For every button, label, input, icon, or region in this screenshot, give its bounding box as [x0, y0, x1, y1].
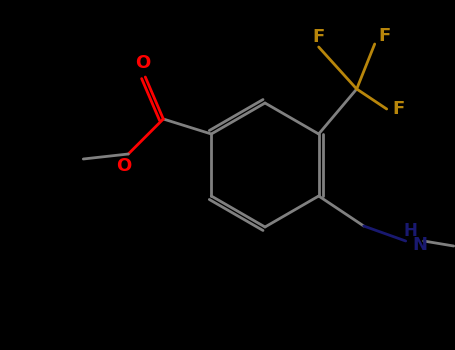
Text: N: N — [412, 236, 427, 254]
Text: F: F — [393, 100, 405, 118]
Text: F: F — [379, 27, 391, 45]
Text: O: O — [135, 54, 150, 72]
Text: O: O — [116, 157, 131, 175]
Text: H: H — [404, 222, 418, 240]
Text: F: F — [313, 28, 325, 46]
